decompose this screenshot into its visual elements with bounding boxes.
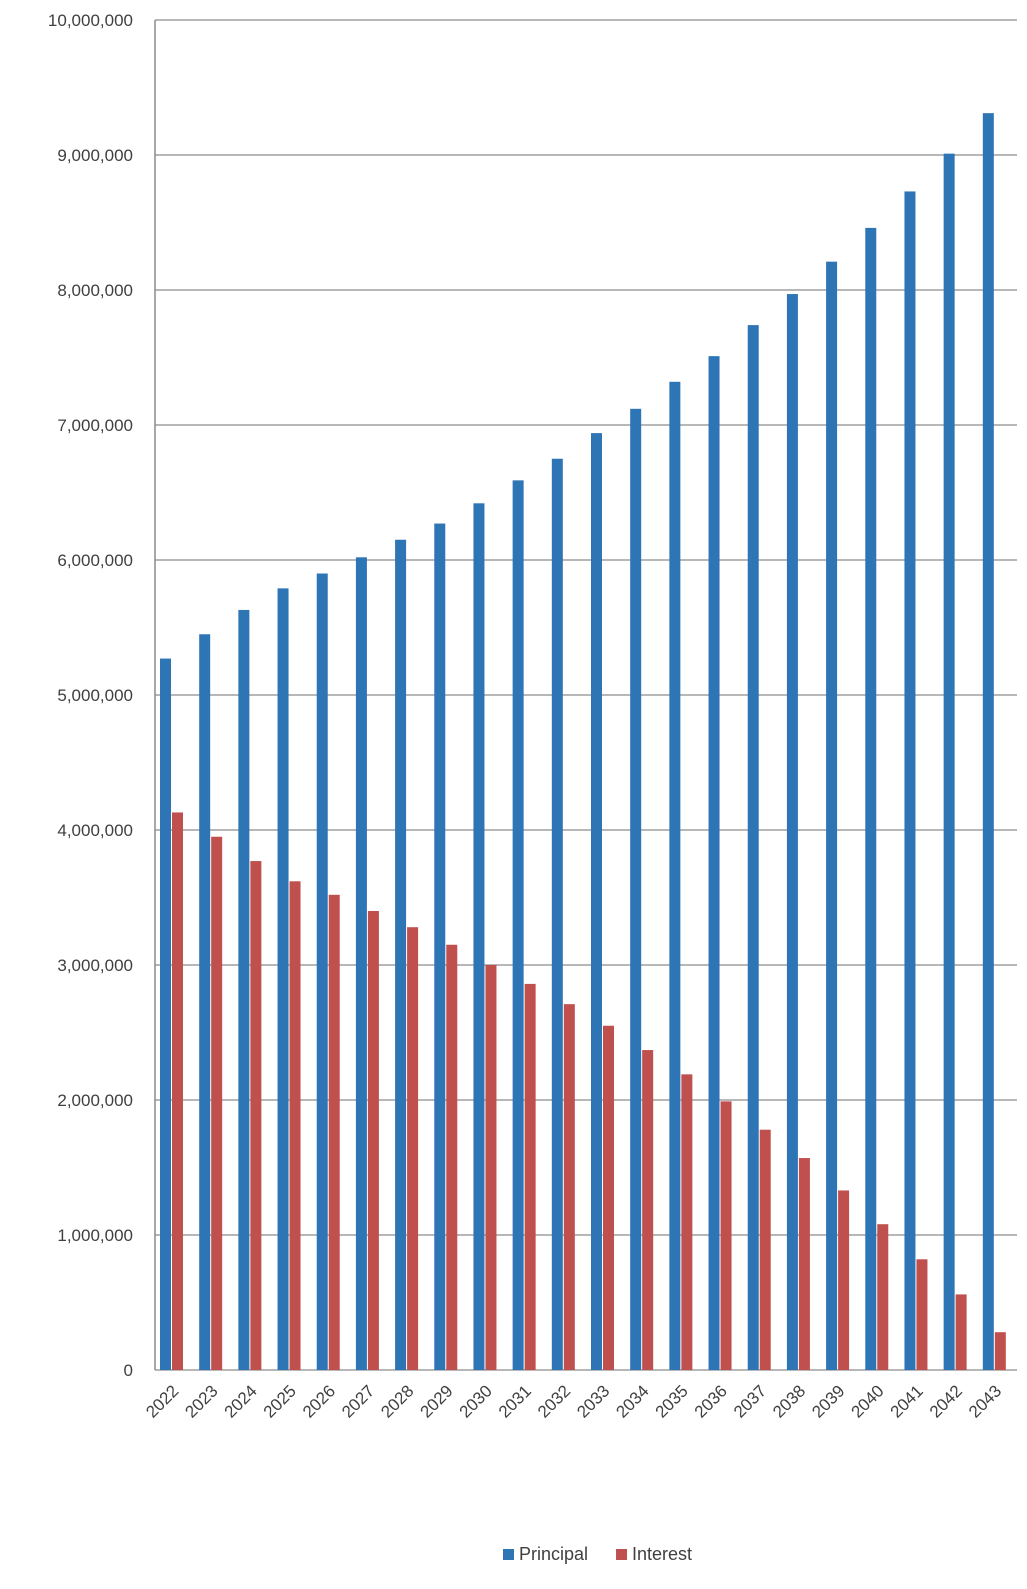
bar-principal-2033 <box>591 433 602 1371</box>
bar-principal-2028 <box>395 539 407 1370</box>
x-tick-label: 2043 <box>965 1381 1005 1421</box>
bar-interest-2035 <box>681 1074 693 1370</box>
x-tick-labels: 2022202320242025202620272028202920302031… <box>142 1381 1005 1421</box>
y-tick-label: 1,000,000 <box>57 1226 133 1245</box>
x-tick-label: 2033 <box>573 1381 613 1421</box>
bar-principal-2042 <box>943 153 955 1370</box>
y-tick-label: 9,000,000 <box>57 146 133 165</box>
x-tick-label: 2027 <box>338 1381 378 1421</box>
bar-principal-2029 <box>434 523 446 1370</box>
x-tick-label: 2037 <box>730 1381 770 1421</box>
legend: Principal Interest <box>503 1544 692 1564</box>
bar-interest-2041 <box>916 1259 928 1370</box>
x-tick-label: 2028 <box>377 1381 417 1421</box>
bar-interest-2025 <box>289 881 301 1370</box>
legend-swatch <box>503 1549 514 1560</box>
y-tick-label: 0 <box>124 1361 133 1380</box>
x-tick-label: 2042 <box>926 1381 966 1421</box>
bar-principal-2022 <box>160 658 171 1370</box>
bar-principal-2026 <box>316 573 328 1370</box>
bar-principal-2039 <box>826 261 838 1370</box>
bar-principal-2043 <box>982 113 994 1370</box>
bar-interest-2039 <box>838 1190 850 1370</box>
bar-interest-2027 <box>367 911 379 1370</box>
bar-interest-2026 <box>328 894 340 1370</box>
x-tick-label: 2041 <box>887 1381 927 1421</box>
bar-interest-2036 <box>720 1101 732 1370</box>
bar-principal-2023 <box>199 634 211 1370</box>
bar-interest-2033 <box>603 1025 614 1370</box>
bar-interest-2037 <box>759 1129 771 1370</box>
y-tick-label: 6,000,000 <box>57 551 133 570</box>
y-tick-label: 5,000,000 <box>57 686 133 705</box>
y-tick-labels: 0 1,000,000 2,000,000 3,000,000 4,000,000 5,0… <box>48 11 133 1380</box>
y-tick-label: 8,000,000 <box>57 281 133 300</box>
bar-principal-2032 <box>551 458 563 1370</box>
bar-principal-2040 <box>865 227 877 1370</box>
bar-interest-2031 <box>524 983 536 1370</box>
bar-principal-2035 <box>669 381 681 1370</box>
bars <box>160 113 1006 1371</box>
bar-interest-2040 <box>877 1224 889 1370</box>
bar-principal-2027 <box>355 557 367 1370</box>
bar-principal-2034 <box>630 408 642 1370</box>
bar-interest-2022 <box>172 812 183 1370</box>
x-tick-label: 2035 <box>652 1381 692 1421</box>
x-tick-label: 2040 <box>848 1381 888 1421</box>
bar-interest-2029 <box>446 944 458 1370</box>
bar-interest-2042 <box>955 1294 967 1370</box>
bar-interest-2032 <box>563 1004 575 1370</box>
bar-interest-2043 <box>994 1332 1006 1370</box>
bar-interest-2028 <box>407 927 419 1370</box>
x-tick-label: 2031 <box>495 1381 535 1421</box>
bar-principal-2025 <box>277 588 289 1370</box>
x-tick-label: 2030 <box>456 1381 496 1421</box>
y-tick-label: 3,000,000 <box>57 956 133 975</box>
bar-interest-2030 <box>485 965 497 1370</box>
legend-label: Principal <box>519 1544 588 1564</box>
x-tick-label: 2039 <box>808 1381 848 1421</box>
bar-principal-2031 <box>512 480 524 1371</box>
bar-interest-2024 <box>250 861 262 1370</box>
x-tick-label: 2024 <box>221 1381 261 1421</box>
x-tick-label: 2032 <box>534 1381 574 1421</box>
bar-interest-2034 <box>642 1050 654 1370</box>
x-tick-label: 2029 <box>417 1381 457 1421</box>
y-tick-label: 4,000,000 <box>57 821 133 840</box>
x-tick-label: 2026 <box>299 1381 339 1421</box>
x-tick-label: 2025 <box>260 1381 300 1421</box>
legend-label: Interest <box>632 1544 692 1564</box>
y-tick-label: 7,000,000 <box>57 416 133 435</box>
bar-interest-2038 <box>798 1158 810 1370</box>
bar-principal-2041 <box>904 191 916 1371</box>
x-tick-label: 2036 <box>691 1381 731 1421</box>
x-tick-label: 2034 <box>612 1381 652 1421</box>
bar-principal-2037 <box>747 325 759 1371</box>
bar-principal-2036 <box>708 356 720 1370</box>
x-tick-label: 2038 <box>769 1381 809 1421</box>
legend-swatch <box>616 1549 628 1560</box>
y-tick-label: 2,000,000 <box>57 1091 133 1110</box>
bar-interest-2023 <box>211 836 223 1370</box>
x-tick-label: 2022 <box>142 1381 182 1421</box>
y-tick-label: 10,000,000 <box>48 11 133 30</box>
x-tick-label: 2023 <box>181 1381 221 1421</box>
bar-principal-2030 <box>473 503 485 1370</box>
bar-principal-2024 <box>238 609 250 1370</box>
bar-principal-2038 <box>786 294 798 1370</box>
